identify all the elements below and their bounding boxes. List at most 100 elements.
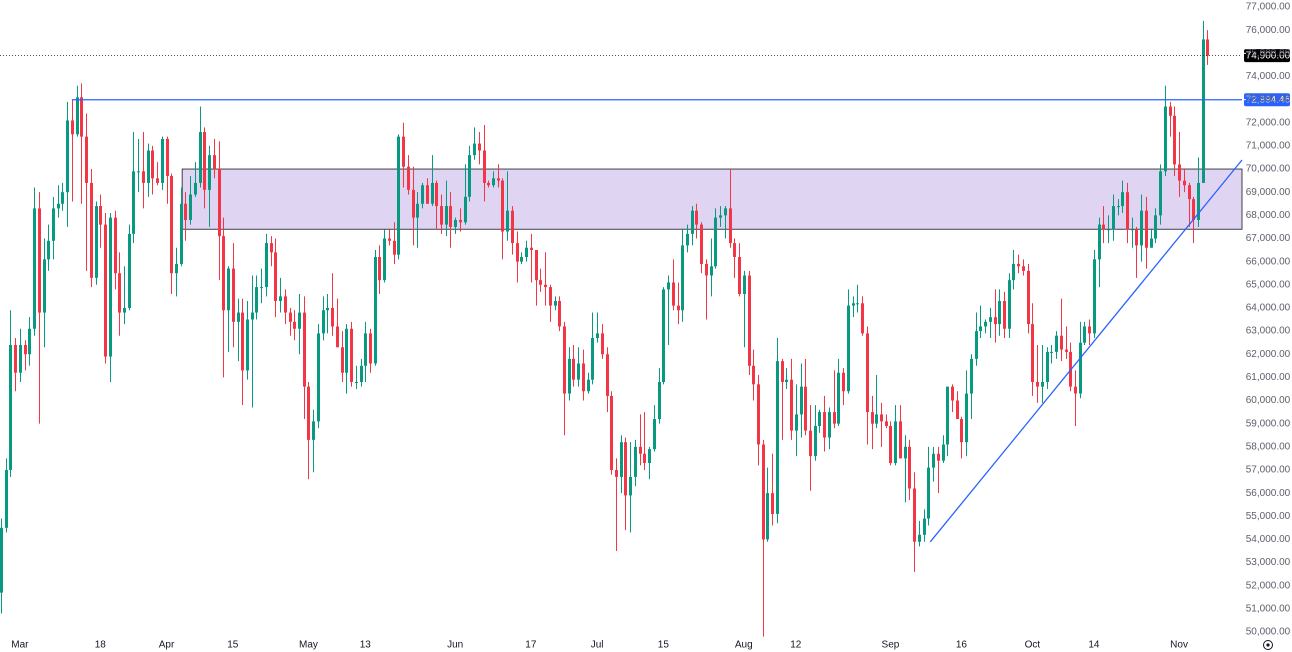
y-tick-label: 71,000.00 [1246,141,1291,152]
candle-body [965,393,968,443]
candle-body [596,333,599,339]
candle-body [766,493,769,540]
candle-body [501,180,504,232]
candle-body [1159,171,1162,216]
candle-body [748,275,751,366]
y-tick-label: 62,000.00 [1246,349,1291,360]
candle-body [639,446,642,454]
candle-body [85,136,88,183]
candle-body [459,219,462,223]
y-tick-label: 64,000.00 [1246,303,1291,314]
candle-body [591,338,594,380]
zone [181,168,1243,230]
candle-body [492,178,495,186]
y-tick-label: 70,000.00 [1246,164,1291,175]
candle-body [1027,270,1030,325]
candle-body [927,467,930,519]
y-tick-label: 50,000.00 [1246,627,1291,638]
candle-body [1117,206,1120,208]
candle-body [123,307,126,313]
y-tick-label: 52,000.00 [1246,580,1291,591]
price-tag [1244,93,1290,107]
candle-body [814,425,817,457]
candle-body [733,243,736,257]
settings-icon[interactable] [1263,640,1273,650]
candle-body [454,219,457,227]
trendline [929,159,1243,543]
y-tick-label: 54,000.00 [1246,534,1291,545]
candle-body [894,421,897,464]
candle-body [908,446,911,489]
candle-body [724,208,727,216]
candle-body [241,312,244,371]
x-tick-label: May [299,640,318,651]
candle-body [199,132,202,183]
candle-body [686,233,689,246]
candle-body [634,446,637,477]
candle-body [156,178,159,183]
candle-body [189,194,192,220]
candle-body [487,182,490,186]
candle-body [1121,192,1124,207]
x-tick-label: 13 [360,640,372,651]
candle-body [700,224,703,264]
candle-body [1083,326,1086,343]
candle-body [426,185,429,204]
candle-body [1098,224,1101,260]
candle-body [828,412,831,438]
candle-body [719,215,722,218]
candle-body [847,305,850,392]
candle-body [99,206,102,225]
candle-body [620,442,623,477]
candle-body [1140,210,1143,246]
candle-body [289,312,292,322]
candle-body [222,236,225,311]
candle-body [28,328,31,355]
candle-body [871,412,874,424]
candle-body [464,196,467,223]
candle-body [1178,164,1181,181]
y-tick-label: 59,000.00 [1246,418,1291,429]
x-tick-label: 15 [227,640,239,651]
candle-body [175,263,178,274]
candle-body [47,240,50,260]
candle-body [52,208,55,241]
candle-body [312,421,315,440]
candle-body [1008,280,1011,329]
candle-body [57,203,60,209]
candle-body [705,263,708,276]
candle-body [1031,324,1034,382]
candle-body [975,331,978,359]
candle-body [577,363,580,380]
candle-body [303,312,306,387]
y-tick-label: 55,000.00 [1246,511,1291,522]
candle-body [643,453,646,464]
x-tick-label: 14 [1088,640,1100,651]
candle-body [407,166,410,190]
candle-body [837,372,840,424]
candle-body [535,250,538,281]
candle-body [232,268,235,322]
candle-body [558,300,561,327]
candle-body [128,233,131,308]
lines-layer: 72,994.46 74,900.00 [0,49,1291,543]
candle-body [677,305,680,311]
candle-body [790,379,793,431]
candle-body [76,97,79,135]
candle-body [1154,215,1157,239]
candle-body [979,326,982,332]
candle-body [525,247,528,257]
candle-body [1074,386,1077,394]
candle-body [549,287,552,306]
y-tick-label: 69,000.00 [1246,187,1291,198]
candle-body [587,379,590,392]
candle-body [899,421,902,459]
candle-body [431,182,434,204]
candle-body [1202,39,1205,183]
candle-body [648,449,651,464]
candle-body [539,280,542,285]
candle-body [913,488,916,542]
y-tick-label: 73,000.00 [1246,94,1291,105]
candle-body [880,414,883,422]
y-tick-label: 74,000.00 [1246,71,1291,82]
